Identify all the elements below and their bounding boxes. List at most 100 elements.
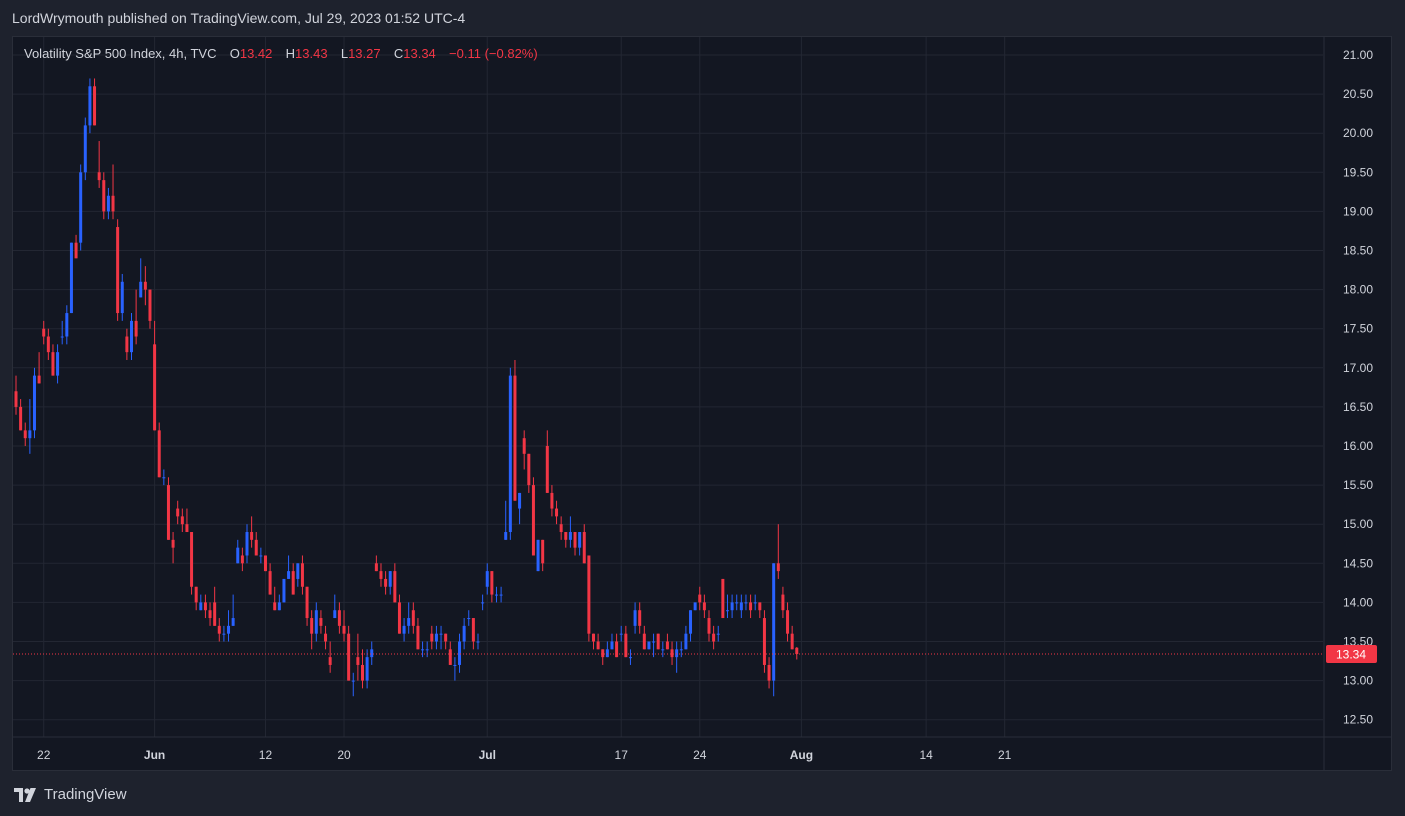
candle-body[interactable] <box>111 195 115 212</box>
candle-body[interactable] <box>263 555 267 572</box>
candle-body[interactable] <box>254 539 258 556</box>
symbol-name[interactable]: Volatility S&P 500 Index, 4h, TVC <box>24 46 217 61</box>
candle-body[interactable] <box>143 281 147 290</box>
candle-body[interactable] <box>698 594 702 603</box>
candle-body[interactable] <box>79 172 83 243</box>
candle-body[interactable] <box>384 578 388 587</box>
candle-body[interactable] <box>250 532 254 540</box>
candle-body[interactable] <box>601 649 605 658</box>
candle-body[interactable] <box>781 594 785 611</box>
candle-body[interactable] <box>162 477 166 479</box>
candle-body[interactable] <box>499 594 503 596</box>
candle-body[interactable] <box>305 586 309 619</box>
candle-body[interactable] <box>125 336 129 353</box>
candle-body[interactable] <box>166 485 170 540</box>
candle-body[interactable] <box>287 571 291 579</box>
candle-body[interactable] <box>37 375 41 384</box>
candle-body[interactable] <box>245 532 249 556</box>
candle-body[interactable] <box>93 86 97 126</box>
candle-body[interactable] <box>647 641 651 650</box>
candle-body[interactable] <box>328 657 332 665</box>
candle-body[interactable] <box>619 633 623 635</box>
candle-body[interactable] <box>268 571 272 595</box>
candle-body[interactable] <box>421 649 425 651</box>
candle-body[interactable] <box>689 610 693 634</box>
candle-body[interactable] <box>564 532 568 540</box>
candle-body[interactable] <box>790 633 794 650</box>
candle-body[interactable] <box>300 563 304 587</box>
candle-body[interactable] <box>153 344 157 431</box>
candle-body[interactable] <box>19 406 23 431</box>
candle-body[interactable] <box>130 320 133 353</box>
candle-body[interactable] <box>735 602 739 604</box>
candle-body[interactable] <box>222 633 226 635</box>
candle-body[interactable] <box>739 602 743 611</box>
candle-body[interactable] <box>578 532 582 548</box>
candle-body[interactable] <box>51 352 55 376</box>
candle-body[interactable] <box>555 508 559 517</box>
candle-body[interactable] <box>365 657 369 681</box>
candle-body[interactable] <box>180 516 184 525</box>
candle-body[interactable] <box>633 610 637 626</box>
candle-body[interactable] <box>712 633 716 642</box>
candle-body[interactable] <box>786 610 790 634</box>
candle-body[interactable] <box>749 602 753 611</box>
candle-body[interactable] <box>199 602 203 611</box>
candle-body[interactable] <box>69 242 73 314</box>
candle-body[interactable] <box>753 602 757 604</box>
candle-body[interactable] <box>236 547 240 564</box>
candle-body[interactable] <box>231 618 235 626</box>
candle-body[interactable] <box>434 633 438 642</box>
candle-body[interactable] <box>656 633 660 650</box>
candle-body[interactable] <box>545 446 549 493</box>
candle-body[interactable] <box>762 618 766 665</box>
candle-body[interactable] <box>347 633 351 681</box>
candle-body[interactable] <box>139 281 143 298</box>
candle-body[interactable] <box>291 571 295 595</box>
candle-body[interactable] <box>60 336 64 338</box>
candle-body[interactable] <box>28 430 32 439</box>
candle-body[interactable] <box>675 649 679 658</box>
candle-body[interactable] <box>407 618 411 626</box>
candle-body[interactable] <box>494 594 498 596</box>
candle-body[interactable] <box>596 641 600 650</box>
candle-body[interactable] <box>240 555 244 564</box>
candle-body[interactable] <box>716 633 720 635</box>
candle-body[interactable] <box>88 86 92 126</box>
candle-body[interactable] <box>462 625 466 642</box>
candle-body[interactable] <box>628 657 632 659</box>
candle-body[interactable] <box>541 539 545 564</box>
candle-body[interactable] <box>416 625 420 650</box>
candle-body[interactable] <box>439 633 443 635</box>
candle-body[interactable] <box>411 610 415 626</box>
candle-body[interactable] <box>610 641 614 650</box>
candle-body[interactable] <box>693 602 697 611</box>
candle-body[interactable] <box>587 555 591 634</box>
candle-body[interactable] <box>615 641 619 658</box>
candle-body[interactable] <box>42 328 46 337</box>
candle-body[interactable] <box>430 633 434 642</box>
candle-body[interactable] <box>550 492 554 509</box>
candle-body[interactable] <box>102 180 106 212</box>
candle-body[interactable] <box>65 313 69 337</box>
candle-body[interactable] <box>518 492 522 509</box>
candle-body[interactable] <box>707 618 711 634</box>
candle-body[interactable] <box>592 633 595 642</box>
candle-body[interactable] <box>337 610 341 626</box>
candle-body[interactable] <box>190 532 194 587</box>
candle-body[interactable] <box>208 610 212 619</box>
candle-body[interactable] <box>559 524 563 533</box>
candle-body[interactable] <box>194 586 198 603</box>
candle-body[interactable] <box>185 524 189 533</box>
tradingview-footer[interactable]: TradingView <box>14 786 127 803</box>
candle-body[interactable] <box>116 227 120 314</box>
candle-body[interactable] <box>324 633 328 642</box>
candle-body[interactable] <box>702 602 706 611</box>
candle-body[interactable] <box>444 633 448 642</box>
candle-body[interactable] <box>83 125 87 173</box>
candle-body[interactable] <box>467 618 471 620</box>
candle-body[interactable] <box>721 578 725 619</box>
candle-body[interactable] <box>730 602 734 611</box>
candle-body[interactable] <box>106 195 110 212</box>
candle-body[interactable] <box>157 430 161 478</box>
